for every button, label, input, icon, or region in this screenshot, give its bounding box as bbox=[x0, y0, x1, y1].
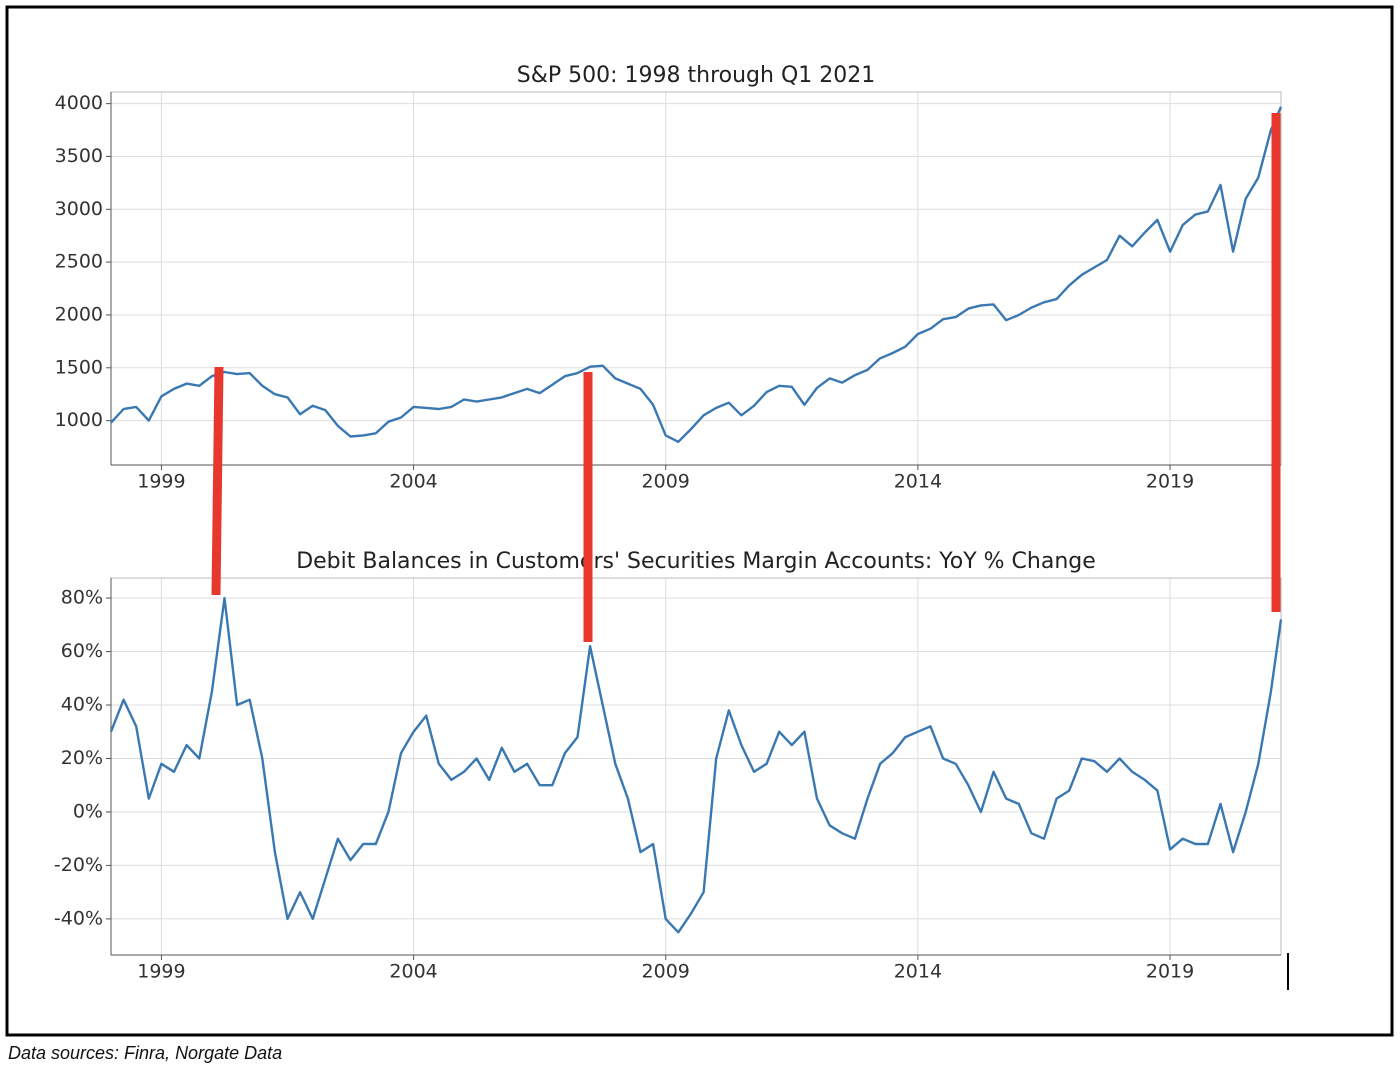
x-tick-label: 1999 bbox=[137, 961, 185, 983]
y-tick-label: 0% bbox=[73, 800, 103, 822]
y-tick-label: 1500 bbox=[55, 356, 103, 378]
x-tick-label: 2014 bbox=[894, 471, 942, 493]
y-tick-label: 40% bbox=[61, 694, 103, 716]
data-line bbox=[109, 596, 1283, 934]
x-tick-label: 2019 bbox=[1146, 961, 1194, 983]
source-note: Data sources: Finra, Norgate Data bbox=[8, 1043, 282, 1063]
y-tick-label: -20% bbox=[54, 854, 103, 876]
y-tick-label: 2500 bbox=[55, 251, 103, 273]
data-line bbox=[110, 106, 1283, 443]
y-tick-label: 80% bbox=[61, 587, 103, 609]
chart-title: S&P 500: 1998 through Q1 2021 bbox=[517, 63, 876, 88]
y-tick-label: 1000 bbox=[55, 409, 103, 431]
x-tick-label: 2014 bbox=[894, 961, 942, 983]
y-tick-label: 4000 bbox=[55, 92, 103, 114]
plot-frame bbox=[110, 577, 1282, 956]
x-tick-label: 2004 bbox=[389, 471, 437, 493]
y-tick-label: -40% bbox=[54, 907, 103, 929]
x-tick-label: 2019 bbox=[1146, 471, 1194, 493]
plot-frame bbox=[110, 91, 1282, 466]
highlight-bar bbox=[211, 366, 224, 596]
x-tick-label: 2009 bbox=[642, 961, 690, 983]
y-tick-label: 3500 bbox=[55, 145, 103, 167]
chart-title: Debit Balances in Customers' Securities … bbox=[296, 549, 1096, 574]
y-tick-label: 60% bbox=[61, 640, 103, 662]
y-tick-label: 3000 bbox=[55, 198, 103, 220]
x-tick-label: 1999 bbox=[137, 471, 185, 493]
x-tick-label: 2004 bbox=[389, 961, 437, 983]
x-tick-label: 2009 bbox=[642, 471, 690, 493]
y-tick-label: 2000 bbox=[55, 303, 103, 325]
y-tick-label: 20% bbox=[61, 747, 103, 769]
frame bbox=[5, 5, 1394, 1037]
